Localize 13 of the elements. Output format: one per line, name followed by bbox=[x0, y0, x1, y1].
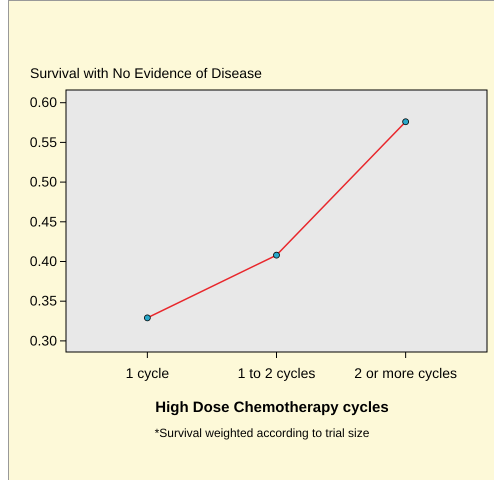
x-tick-label: 1 to 2 cycles bbox=[238, 364, 316, 381]
x-axis-title: High Dose Chemotherapy cycles bbox=[155, 399, 389, 416]
y-tick-label: 0.60 bbox=[30, 94, 58, 110]
y-tick-label: 0.45 bbox=[30, 213, 58, 230]
y-tick-label: 0.40 bbox=[30, 252, 58, 269]
x-tick-label: 2 or more cycles bbox=[354, 364, 457, 381]
y-axis-title: Survival with No Evidence of Disease bbox=[30, 65, 262, 81]
text: *Survival weighted according to trial size bbox=[154, 426, 370, 440]
x-tick-label: 1 cycle bbox=[126, 364, 170, 381]
y-tick-label: 0.30 bbox=[30, 332, 58, 348]
y-tick-label: 0.55 bbox=[30, 134, 58, 150]
y-tick-label: 0.50 bbox=[30, 174, 58, 190]
y-tick-label: 0.35 bbox=[30, 292, 58, 309]
